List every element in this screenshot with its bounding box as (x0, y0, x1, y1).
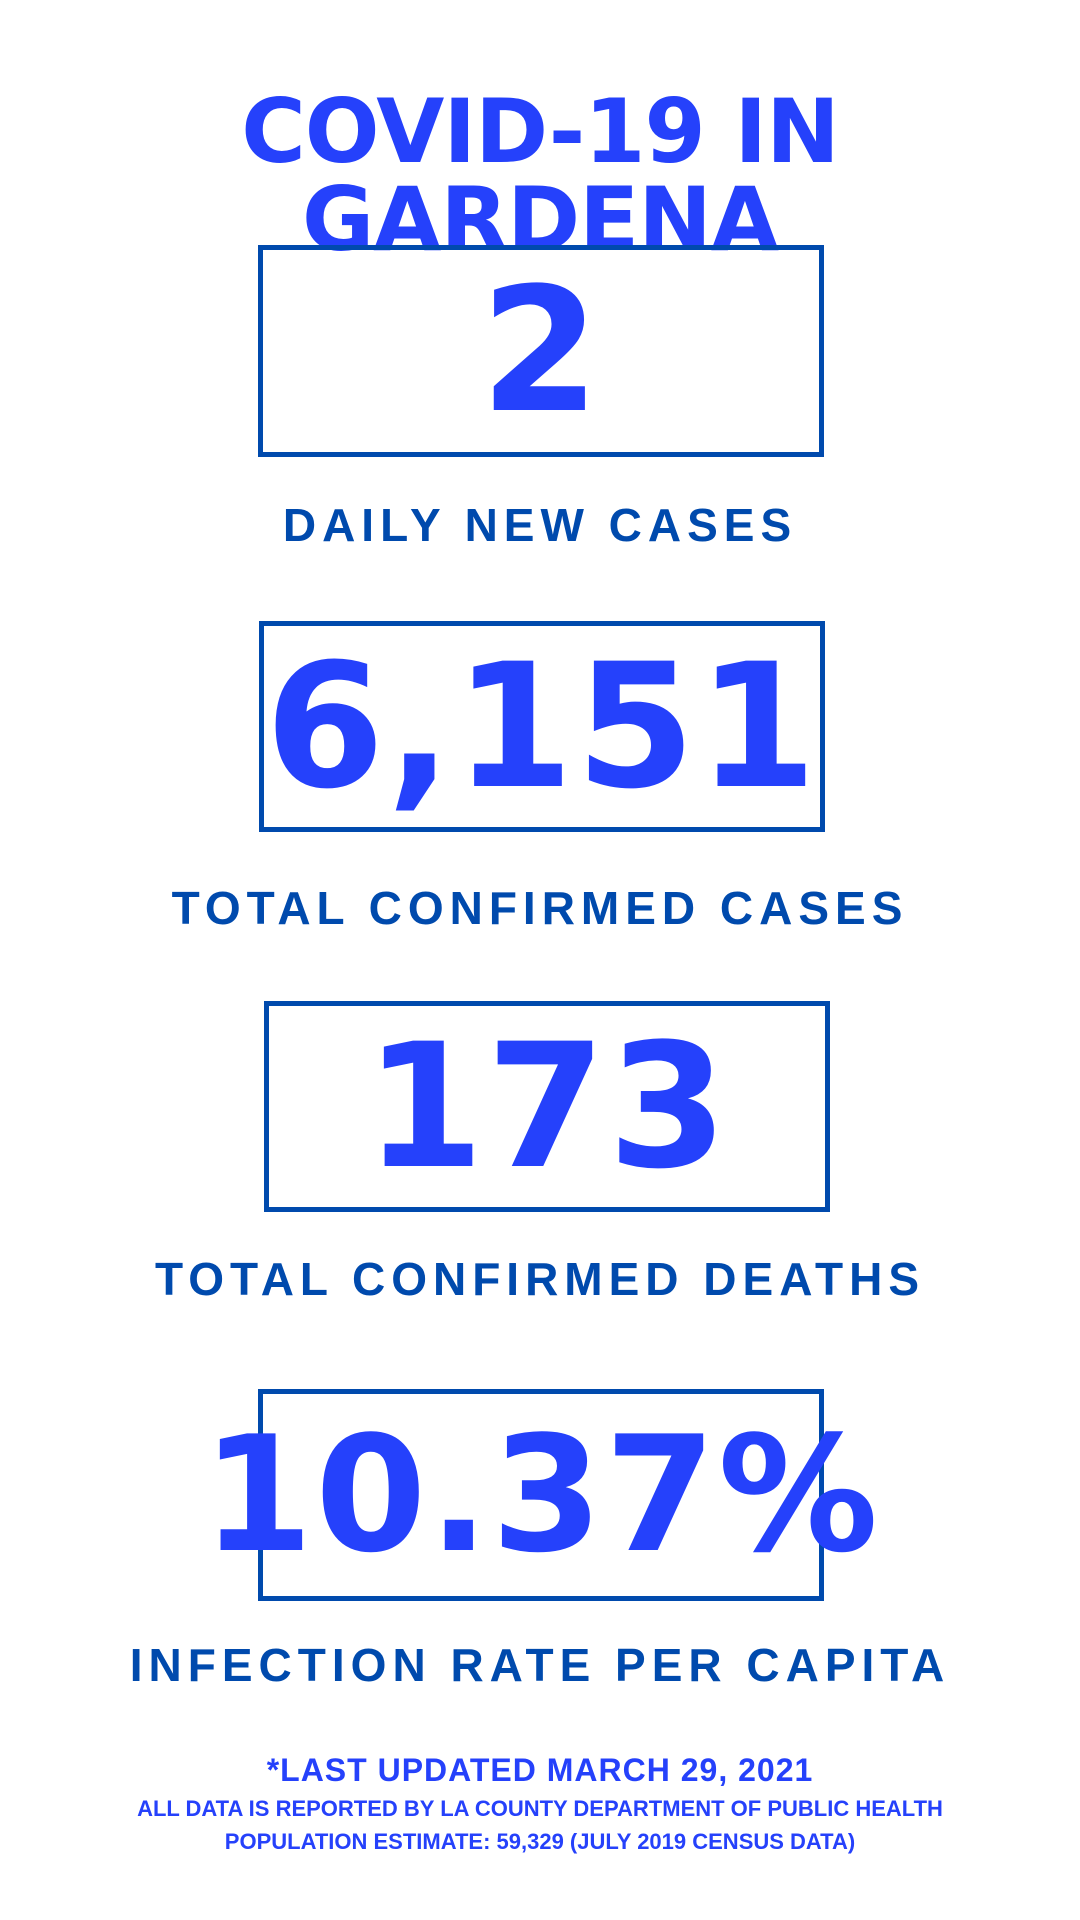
last-updated-note: *LAST UPDATED MARCH 29, 2021 (266, 1752, 814, 1788)
daily-new-cases-value: 2 (480, 250, 602, 451)
population-note: POPULATION ESTIMATE: 59,329 (JULY 2019 C… (224, 1829, 856, 1854)
total-deaths-value: 173 (364, 1005, 730, 1207)
infection-rate-label: INFECTION RATE PER CAPITA (129, 1639, 951, 1691)
data-source-note: ALL DATA IS REPORTED BY LA COUNTY DEPART… (137, 1796, 943, 1821)
total-cases-box: 6,151 (259, 621, 825, 832)
page-title: COVID-19 IN GARDENA (241, 80, 840, 271)
daily-new-cases-label: DAILY NEW CASES (282, 499, 798, 551)
total-deaths-label: TOTAL CONFIRMED DEATHS (154, 1253, 926, 1305)
total-deaths-box: 173 (264, 1001, 830, 1212)
total-cases-label: TOTAL CONFIRMED CASES (171, 882, 909, 934)
total-cases-value: 6,151 (264, 625, 820, 827)
infection-rate-box: 10.37% (202, 1389, 878, 1601)
daily-new-cases-box: 2 (258, 245, 824, 457)
infection-rate-value: 10.37% (201, 1401, 881, 1588)
